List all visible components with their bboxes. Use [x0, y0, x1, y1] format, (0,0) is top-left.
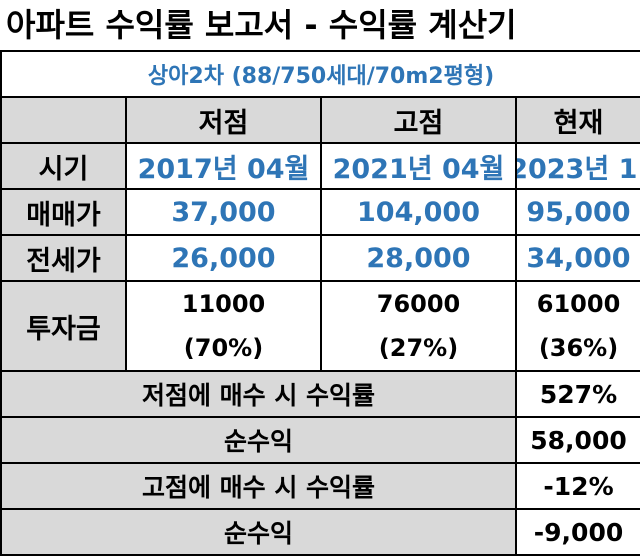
investment-current-amount: 61000	[536, 290, 621, 318]
sale-price-current: 95,000	[514, 188, 640, 236]
header-corner	[0, 96, 127, 144]
summary-value-high-profit: -9,000	[514, 508, 640, 556]
sale-price-high: 104,000	[320, 188, 517, 236]
investment-low-amount: 11000	[181, 290, 266, 318]
roi-table: 상아2차 (88/750세대/70m2평형) 저점 고점 현재 시기 2017년…	[0, 50, 640, 556]
jeonse-price-high: 28,000	[320, 234, 517, 282]
column-header-high: 고점	[320, 96, 517, 144]
period-current-cell: 2023년 11월	[514, 142, 640, 190]
complex-subtitle: 상아2차 (88/750세대/70m2평형)	[0, 50, 640, 98]
jeonse-price-low: 26,000	[125, 234, 322, 282]
investment-high-ratio: (27%)	[378, 334, 459, 362]
sale-price-low: 37,000	[125, 188, 322, 236]
period-current: 2023년 11월	[516, 153, 639, 185]
row-label-period: 시기	[0, 142, 127, 190]
summary-label-high-roi: 고점에 매수 시 수익률	[0, 462, 517, 510]
investment-current-ratio: (36%)	[538, 334, 619, 362]
investment-low-ratio: (70%)	[183, 334, 264, 362]
period-low: 2017년 04월	[125, 142, 322, 190]
investment-low: 11000 (70%)	[125, 280, 322, 372]
investment-current: 61000 (36%)	[514, 280, 640, 372]
column-header-current: 현재	[514, 96, 640, 144]
summary-label-low-roi: 저점에 매수 시 수익률	[0, 370, 517, 418]
summary-value-low-roi: 527%	[514, 370, 640, 418]
summary-label-low-profit: 순수익	[0, 416, 517, 464]
summary-value-high-roi: -12%	[514, 462, 640, 510]
investment-high: 76000 (27%)	[320, 280, 517, 372]
report-title: 아파트 수익률 보고서 - 수익률 계산기	[6, 6, 517, 44]
investment-high-amount: 76000	[376, 290, 461, 318]
row-label-jeonse-price: 전세가	[0, 234, 127, 282]
row-label-sale-price: 매매가	[0, 188, 127, 236]
row-label-investment: 투자금	[0, 280, 127, 372]
period-high: 2021년 04월	[320, 142, 517, 190]
column-header-low: 저점	[125, 96, 322, 144]
jeonse-price-current: 34,000	[514, 234, 640, 282]
summary-value-low-profit: 58,000	[514, 416, 640, 464]
summary-label-high-profit: 순수익	[0, 508, 517, 556]
